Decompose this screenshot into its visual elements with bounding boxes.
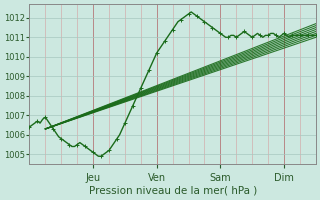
- X-axis label: Pression niveau de la mer( hPa ): Pression niveau de la mer( hPa ): [89, 186, 257, 196]
